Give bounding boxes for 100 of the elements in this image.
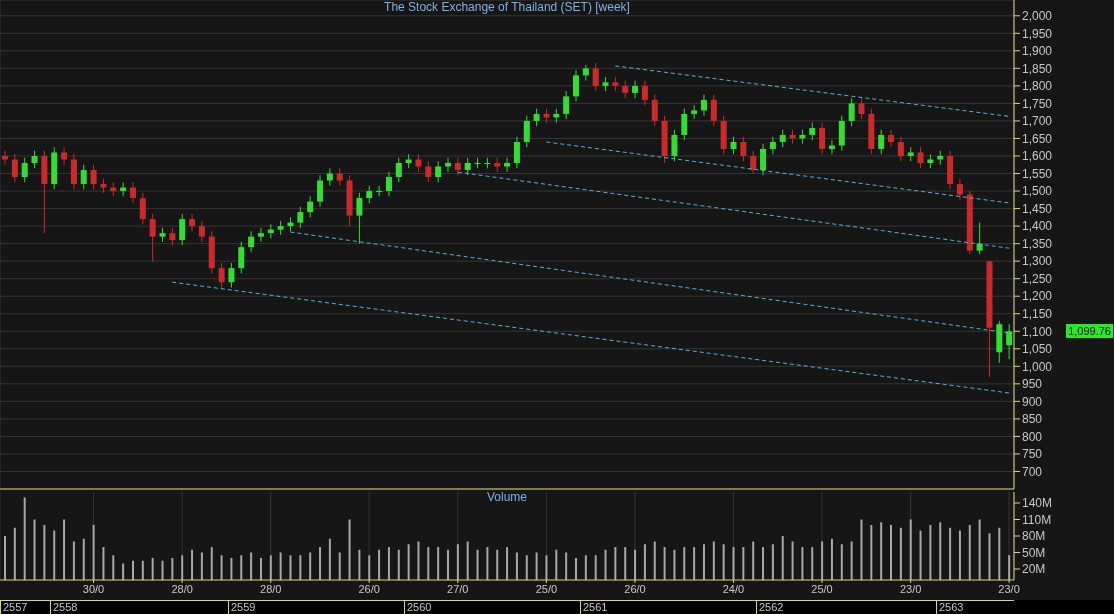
bar bbox=[259, 558, 262, 580]
bar bbox=[33, 519, 36, 580]
bar bbox=[781, 536, 784, 580]
candlestick bbox=[740, 136, 747, 162]
bar bbox=[929, 525, 932, 580]
x-tick-label: 25/0 bbox=[811, 582, 833, 595]
bar bbox=[673, 549, 676, 580]
candlestick bbox=[563, 90, 570, 120]
x-tick-label: 30/0 bbox=[82, 582, 105, 595]
y-tick-label: 900 bbox=[1022, 394, 1043, 409]
candlestick bbox=[769, 136, 776, 155]
bar bbox=[643, 544, 646, 580]
x-tick-label: 28/0 bbox=[260, 582, 282, 595]
x-tick-label: 23/0 bbox=[998, 582, 1020, 595]
bar bbox=[131, 560, 134, 580]
bar bbox=[791, 541, 794, 580]
bar bbox=[693, 547, 696, 580]
text: 1,099.76 bbox=[1066, 324, 1113, 339]
bar bbox=[486, 547, 489, 580]
candlestick bbox=[317, 174, 324, 208]
y-tick-label: 1,600 bbox=[1022, 149, 1053, 164]
candlestick bbox=[878, 129, 885, 155]
bar bbox=[545, 555, 548, 580]
bar bbox=[466, 541, 469, 580]
y-tick-label: 1,850 bbox=[1022, 61, 1053, 76]
y-tick-label: 20M bbox=[1022, 562, 1046, 577]
x-tick-label: 27/0 bbox=[447, 582, 469, 595]
bar bbox=[348, 519, 351, 580]
candlestick bbox=[257, 227, 264, 243]
bar bbox=[742, 547, 745, 580]
bar bbox=[624, 547, 627, 580]
bar bbox=[407, 544, 410, 580]
candlestick bbox=[297, 206, 304, 229]
bar bbox=[978, 519, 981, 580]
bar bbox=[53, 530, 56, 580]
candlestick bbox=[189, 213, 196, 232]
bar bbox=[722, 544, 725, 580]
bar bbox=[171, 558, 174, 580]
bar bbox=[525, 555, 528, 580]
candlestick bbox=[760, 143, 767, 176]
bar bbox=[122, 563, 125, 580]
candlestick bbox=[80, 164, 87, 190]
candlestick bbox=[425, 160, 432, 183]
candlestick bbox=[307, 195, 314, 218]
bar bbox=[112, 555, 115, 580]
bar bbox=[427, 547, 430, 580]
x-tick-label: 25/0 bbox=[535, 582, 558, 595]
y-tick-label: 850 bbox=[1022, 412, 1043, 427]
bar bbox=[939, 522, 942, 580]
candlestick bbox=[238, 241, 245, 274]
bar bbox=[43, 525, 46, 580]
y-tick-label: 1,150 bbox=[1022, 306, 1053, 321]
bar bbox=[269, 555, 272, 580]
bar bbox=[634, 549, 637, 580]
x-tick-label: 23/0 bbox=[899, 582, 922, 595]
candlestick bbox=[651, 94, 658, 127]
bar bbox=[92, 525, 95, 580]
x-tick-label: 28/0 bbox=[171, 582, 193, 595]
bar bbox=[102, 547, 105, 580]
bar bbox=[712, 541, 715, 580]
bar bbox=[771, 544, 774, 580]
candlestick bbox=[228, 262, 235, 288]
bar bbox=[840, 544, 843, 580]
bar bbox=[801, 547, 804, 580]
candlestick bbox=[248, 230, 255, 253]
bar bbox=[447, 549, 450, 580]
bar bbox=[161, 560, 164, 580]
bar bbox=[555, 549, 558, 580]
y-tick-label: 950 bbox=[1022, 377, 1043, 392]
bar bbox=[574, 558, 577, 580]
bar bbox=[191, 549, 194, 580]
text: 2561 bbox=[580, 601, 756, 614]
bar bbox=[476, 549, 479, 580]
bar bbox=[752, 541, 755, 580]
candlestick bbox=[435, 160, 442, 183]
bar bbox=[220, 555, 223, 580]
candlestick bbox=[356, 192, 363, 245]
candlestick bbox=[326, 167, 333, 187]
y-tick-label: 800 bbox=[1022, 429, 1043, 444]
bar bbox=[870, 525, 873, 580]
candlestick bbox=[592, 62, 599, 92]
candlestick bbox=[888, 129, 895, 148]
candlestick bbox=[61, 146, 68, 166]
bar bbox=[1008, 555, 1011, 580]
bar bbox=[821, 541, 824, 580]
bar bbox=[328, 538, 331, 580]
bar bbox=[860, 519, 863, 580]
bar bbox=[358, 549, 361, 580]
bar bbox=[309, 552, 312, 580]
candlestick bbox=[218, 262, 225, 290]
candlestick bbox=[523, 115, 530, 148]
candlestick bbox=[641, 80, 648, 106]
bar bbox=[850, 541, 853, 580]
candlestick bbox=[632, 80, 639, 99]
bar bbox=[250, 552, 253, 580]
text: 2557 bbox=[0, 601, 50, 614]
y-tick-label: 1,450 bbox=[1022, 201, 1053, 216]
bar bbox=[683, 547, 686, 580]
bar bbox=[338, 552, 341, 580]
y-tick-label: 1,000 bbox=[1022, 359, 1053, 374]
